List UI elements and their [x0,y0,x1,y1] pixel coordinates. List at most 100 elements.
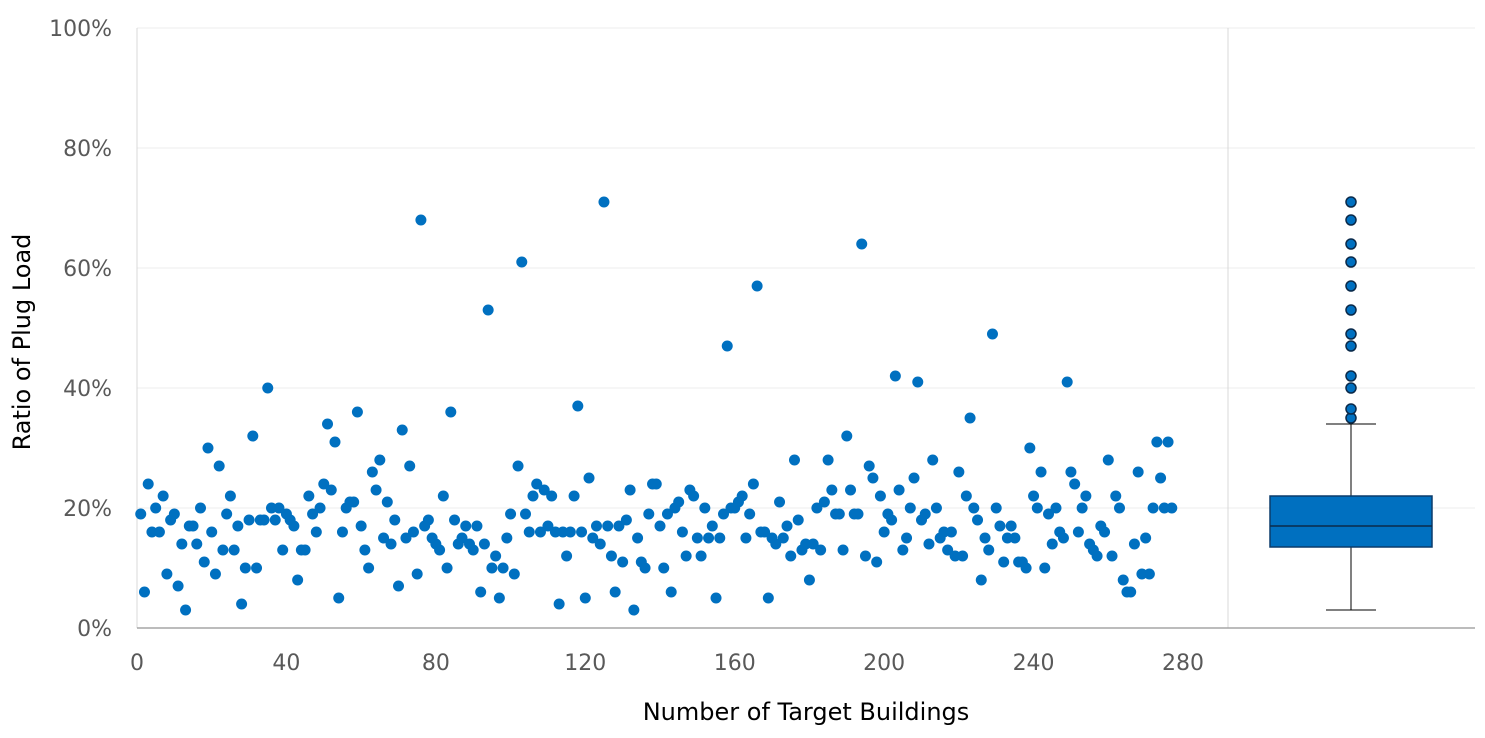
data-point [288,520,300,532]
data-point [437,490,449,502]
data-point [527,490,539,502]
data-point [691,532,703,544]
data-point [187,520,199,532]
data-point [807,538,819,550]
boxplot-outlier [1345,382,1357,394]
data-point [486,562,498,574]
data-point [781,520,793,532]
data-point [258,514,270,526]
data-point [329,436,341,448]
data-point [243,514,255,526]
data-point [792,514,804,526]
data-point [1113,502,1125,514]
data-point [366,466,378,478]
data-point [460,520,472,532]
data-point [886,514,898,526]
data-point [1050,502,1062,514]
data-point [1102,454,1114,466]
data-point [396,424,408,436]
x-tick-label: 160 [714,651,756,676]
data-point [221,508,233,520]
x-tick-label: 120 [564,651,606,676]
data-point [385,538,397,550]
data-point [318,478,330,490]
data-point [688,490,700,502]
data-point [1162,436,1174,448]
data-point [919,508,931,520]
data-point [1009,532,1021,544]
data-point [703,532,715,544]
data-point [1024,442,1036,454]
data-point [292,574,304,586]
data-point [927,454,939,466]
x-tick-label: 40 [272,651,300,676]
data-point [602,520,614,532]
data-point [138,586,150,598]
data-point [740,532,752,544]
data-point [1147,502,1159,514]
data-point [710,592,722,604]
data-point [874,490,886,502]
data-point [1039,562,1051,574]
data-point [449,514,461,526]
data-point [493,592,505,604]
data-point [845,484,857,496]
grid-lines [136,27,1475,628]
data-point [1106,550,1118,562]
data-point [1151,436,1163,448]
y-tick-label: 100% [49,17,112,42]
data-point [273,502,285,514]
data-point [561,550,573,562]
data-point [624,484,636,496]
data-point [322,418,334,430]
data-point [314,502,326,514]
data-point [1140,532,1152,544]
data-point [269,514,281,526]
data-point [363,562,375,574]
data-point [404,460,416,472]
data-point [303,490,315,502]
data-point [180,604,192,616]
data-point [206,526,218,538]
data-point [251,562,263,574]
data-point [277,544,289,556]
boxplot-outlier [1345,280,1357,292]
data-point [579,592,591,604]
data-point [990,502,1002,514]
data-point [759,526,771,538]
data-point [1020,562,1032,574]
data-point [400,532,412,544]
data-point [583,472,595,484]
data-point [833,508,845,520]
data-point [658,562,670,574]
x-tick-label: 280 [1162,651,1204,676]
data-point [1099,526,1111,538]
data-point [516,256,528,268]
data-point [826,484,838,496]
data-point [643,508,655,520]
data-point [878,526,890,538]
data-point [889,370,901,382]
data-point [153,526,165,538]
data-point [389,514,401,526]
data-point [1125,586,1137,598]
y-axis-ticks: 0% 20% 40% 60% 80% 100% [49,17,112,642]
data-point [930,502,942,514]
data-point [613,520,625,532]
data-point [553,598,565,610]
data-point [1110,490,1122,502]
data-point [247,430,259,442]
data-point [632,532,644,544]
data-point [867,472,879,484]
y-tick-label: 80% [63,137,112,162]
data-point [445,406,457,418]
data-point [751,280,763,292]
x-tick-label: 240 [1013,651,1055,676]
data-point [706,520,718,532]
y-axis-title: Ratio of Plug Load [8,234,36,451]
boxplot-outlier [1345,196,1357,208]
data-point [333,592,345,604]
data-point [714,532,726,544]
data-point [378,532,390,544]
data-point [576,526,588,538]
